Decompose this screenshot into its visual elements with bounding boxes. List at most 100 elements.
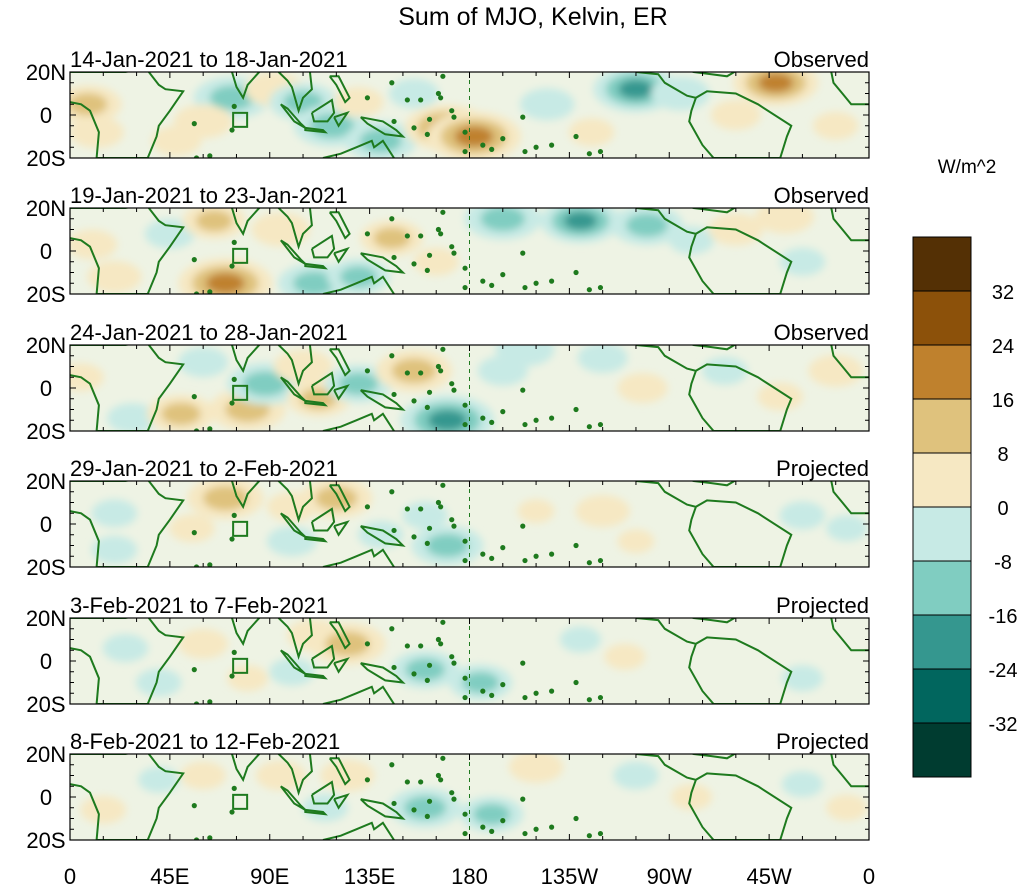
island bbox=[586, 560, 592, 566]
island bbox=[231, 785, 237, 792]
y-tick-label: 20S bbox=[26, 828, 65, 853]
coastline bbox=[328, 211, 351, 240]
coastline bbox=[635, 345, 793, 431]
colorbar-tick-label: 8 bbox=[997, 444, 1008, 466]
coastline bbox=[280, 239, 306, 265]
anomaly-cell bbox=[426, 533, 469, 558]
island bbox=[411, 807, 417, 813]
anomaly-cell bbox=[226, 665, 269, 692]
x-tick-label: 135E bbox=[344, 864, 395, 889]
island bbox=[207, 426, 213, 431]
anomaly-cell bbox=[80, 795, 127, 824]
island bbox=[364, 368, 371, 374]
coastline bbox=[360, 389, 406, 411]
map-panel: 20N 0 20S 29-Jan-2021 to 2-Feb-2021 Projecte… bbox=[26, 456, 870, 580]
map-panel: 20N 0 20S 3-Feb-2021 to 7-Feb-2021 Projected bbox=[26, 593, 870, 717]
island bbox=[533, 553, 539, 559]
panel-status-label: Projected bbox=[776, 593, 869, 618]
island bbox=[438, 231, 444, 237]
colorbar-tick-label: -16 bbox=[989, 606, 1018, 628]
anomaly-cell bbox=[617, 529, 655, 554]
coastline bbox=[360, 116, 406, 138]
anomaly-cell bbox=[701, 356, 748, 385]
chart-title: Sum of MJO, Kelvin, ER bbox=[398, 3, 668, 31]
reference-box bbox=[232, 111, 249, 128]
coastline bbox=[229, 481, 261, 510]
island bbox=[404, 779, 410, 785]
island bbox=[500, 682, 506, 688]
anomaly-cell bbox=[517, 499, 555, 524]
island bbox=[462, 538, 468, 544]
island bbox=[533, 280, 539, 286]
panel-map bbox=[70, 345, 869, 431]
colorbar-swatch bbox=[912, 236, 972, 292]
coastline bbox=[360, 798, 406, 820]
coastline bbox=[310, 371, 336, 396]
island bbox=[404, 97, 410, 103]
coastline bbox=[360, 662, 406, 684]
island bbox=[597, 148, 604, 155]
island bbox=[462, 557, 468, 564]
coastline bbox=[635, 618, 793, 704]
island bbox=[462, 284, 468, 291]
island bbox=[191, 803, 197, 809]
coastline bbox=[304, 399, 329, 407]
coastline bbox=[310, 234, 336, 259]
coastline bbox=[328, 757, 351, 786]
island bbox=[573, 815, 579, 822]
map-panel: 20N 0 20S 19-Jan-2021 to 23-Jan-2021 Observe… bbox=[26, 183, 870, 307]
island bbox=[549, 142, 555, 148]
island bbox=[462, 811, 468, 817]
colorbar-tick-label: 0 bbox=[997, 498, 1008, 520]
island bbox=[597, 557, 604, 564]
island bbox=[533, 417, 539, 423]
coastline bbox=[328, 621, 351, 650]
island bbox=[435, 636, 442, 643]
island bbox=[191, 257, 197, 263]
x-tick-label: 0 bbox=[863, 864, 875, 889]
coastline bbox=[229, 208, 261, 237]
y-tick-label: 0 bbox=[40, 103, 52, 128]
island bbox=[364, 95, 371, 101]
anomaly-cell bbox=[618, 79, 654, 99]
panel-period-label: 14-Jan-2021 to 18-Jan-2021 bbox=[70, 47, 348, 72]
x-tick-label: 135W bbox=[541, 864, 599, 889]
island bbox=[451, 250, 457, 256]
island bbox=[489, 282, 495, 288]
island bbox=[520, 796, 526, 802]
y-tick-label: 0 bbox=[40, 239, 52, 264]
island bbox=[489, 828, 495, 835]
anomaly-cell bbox=[604, 643, 646, 670]
island bbox=[573, 679, 579, 686]
island bbox=[573, 269, 579, 276]
coastline bbox=[310, 98, 336, 123]
island bbox=[500, 136, 506, 142]
anomaly-field bbox=[70, 208, 826, 294]
anomaly-cell bbox=[373, 227, 411, 249]
island bbox=[424, 813, 430, 819]
coastline bbox=[328, 75, 351, 104]
land-outlines bbox=[70, 754, 869, 840]
coastline bbox=[310, 507, 336, 532]
anomaly-cell bbox=[138, 766, 180, 793]
coastline bbox=[830, 345, 869, 379]
coastline bbox=[830, 754, 869, 788]
coastline bbox=[322, 139, 395, 158]
colorbar-swatch bbox=[912, 452, 972, 508]
colorbar-swatch bbox=[912, 398, 972, 454]
island bbox=[191, 394, 197, 400]
anomaly-cell bbox=[617, 373, 668, 403]
panel-status-label: Observed bbox=[774, 320, 869, 345]
island bbox=[191, 667, 197, 673]
anomaly-cell bbox=[325, 631, 370, 657]
island bbox=[480, 415, 486, 421]
island bbox=[391, 800, 397, 807]
anomaly-cell bbox=[91, 499, 138, 528]
anomaly-cell bbox=[91, 535, 138, 564]
y-tick-label: 20N bbox=[26, 196, 66, 221]
island bbox=[426, 252, 433, 258]
island bbox=[440, 755, 446, 761]
island bbox=[549, 688, 555, 694]
panel-period-label: 24-Jan-2021 to 28-Jan-2021 bbox=[70, 320, 348, 345]
island bbox=[207, 562, 213, 567]
